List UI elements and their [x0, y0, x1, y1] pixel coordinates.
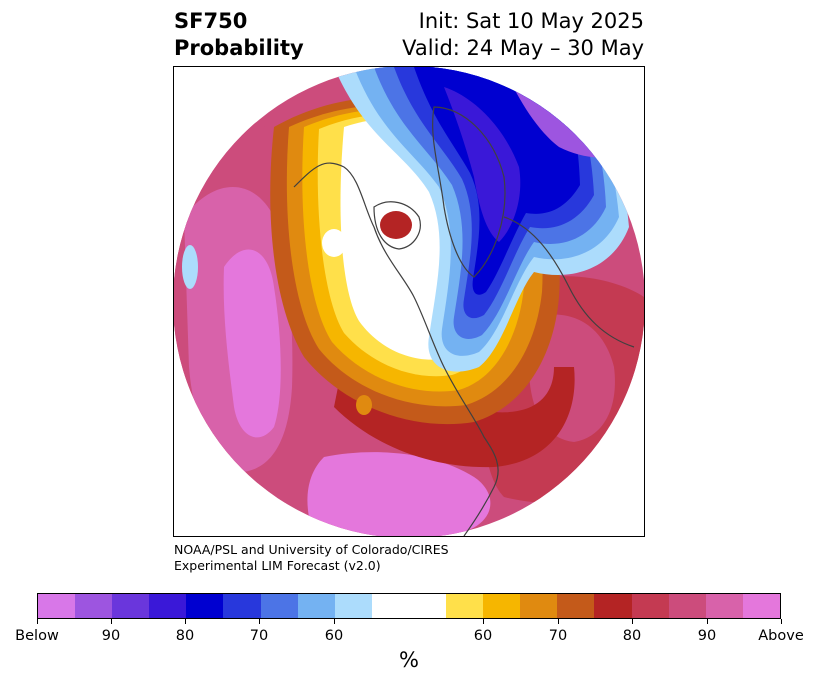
colorbar-tick-label: Below [15, 628, 59, 644]
field-below-55-pacific-patch [182, 245, 198, 289]
colorbar-tick-label: 90 [101, 628, 121, 644]
colorbar-tickmark [482, 619, 484, 624]
credit: NOAA/PSL and University of Colorado/CIRE… [174, 542, 449, 574]
colorbar-segment [260, 594, 298, 618]
colorbar-segment [75, 594, 113, 618]
colorbar-segment [631, 594, 669, 618]
colorbar-tick-label: 60 [473, 628, 493, 644]
colorbar-tick-label: 70 [249, 628, 269, 644]
forecast-dates: Init: Sat 10 May 2025 Valid: 24 May – 30… [402, 8, 644, 62]
coastline-greenland [432, 106, 506, 278]
title-probability: Probability [174, 36, 304, 60]
colorbar-segment [149, 594, 187, 618]
field-below-80 [444, 87, 521, 242]
colorbar-segment [297, 594, 335, 618]
colorbar [37, 593, 781, 619]
colorbar-tickmark [706, 619, 708, 624]
colorbar-segment [594, 594, 632, 618]
probability-map [174, 67, 644, 536]
colorbar-segment [371, 594, 447, 618]
coastline-eurasia [503, 216, 635, 348]
colorbar-tickmark [36, 619, 38, 624]
colorbar-segment [38, 594, 76, 618]
coastlines [293, 106, 635, 536]
colorbar-tick-label: Above [758, 628, 804, 644]
colorbar-segment [334, 594, 372, 618]
colorbar-tickmark [557, 619, 559, 624]
coastline-hudson-bay [373, 201, 421, 250]
field-extreme-north-america [307, 452, 491, 536]
field-above-75-hudson-patch [380, 211, 412, 239]
colorbar-tick-label: 80 [622, 628, 642, 644]
colorbar-segment [520, 594, 558, 618]
colorbar-tickmark [631, 619, 633, 624]
colorbar-segment [742, 594, 780, 618]
map-panel [173, 66, 645, 537]
colorbar-tickmark [184, 619, 186, 624]
colorbar-segment [668, 594, 706, 618]
credit-line-2: Experimental LIM Forecast (v2.0) [174, 558, 381, 573]
colorbar-tickmark [333, 619, 335, 624]
colorbar-segment [223, 594, 261, 618]
field-above-65-nam-patch [356, 395, 372, 415]
credit-line-1: NOAA/PSL and University of Colorado/CIRE… [174, 542, 449, 557]
colorbar-segment [705, 594, 743, 618]
field-neutral-canada-patch [322, 229, 346, 257]
colorbar-segment [446, 594, 484, 618]
colorbar-segment [483, 594, 521, 618]
coastline-north-america [293, 162, 499, 536]
colorbar-tick-label: 70 [548, 628, 568, 644]
title-variable: SF750 [174, 9, 248, 33]
colorbar-tickmark [258, 619, 260, 624]
map-title: SF750 Probability [174, 8, 304, 62]
colorbar-tick-label: 90 [697, 628, 717, 644]
colorbar-segment [112, 594, 150, 618]
init-date: Init: Sat 10 May 2025 [418, 9, 644, 33]
field-extreme-pacific [223, 249, 281, 438]
colorbar-tick-label: 60 [324, 628, 344, 644]
probability-fields [174, 67, 644, 536]
valid-range: Valid: 24 May – 30 May [402, 36, 644, 60]
colorbar-segment [186, 594, 224, 618]
colorbar-segment [557, 594, 595, 618]
colorbar-tick-label: 80 [175, 628, 195, 644]
colorbar-unit: % [399, 648, 419, 672]
colorbar-tickmark [110, 619, 112, 624]
colorbar-tickmark [780, 619, 782, 624]
